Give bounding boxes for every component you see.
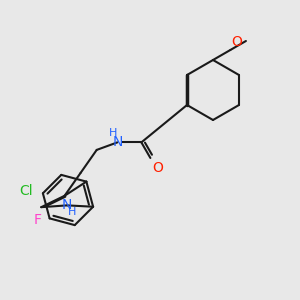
Text: O: O [231,35,242,49]
Text: F: F [34,213,42,227]
Text: O: O [152,161,163,175]
Text: H: H [68,207,76,217]
Text: Cl: Cl [19,184,33,198]
Text: H: H [109,128,118,138]
Text: N: N [112,135,123,149]
Text: N: N [62,198,72,212]
